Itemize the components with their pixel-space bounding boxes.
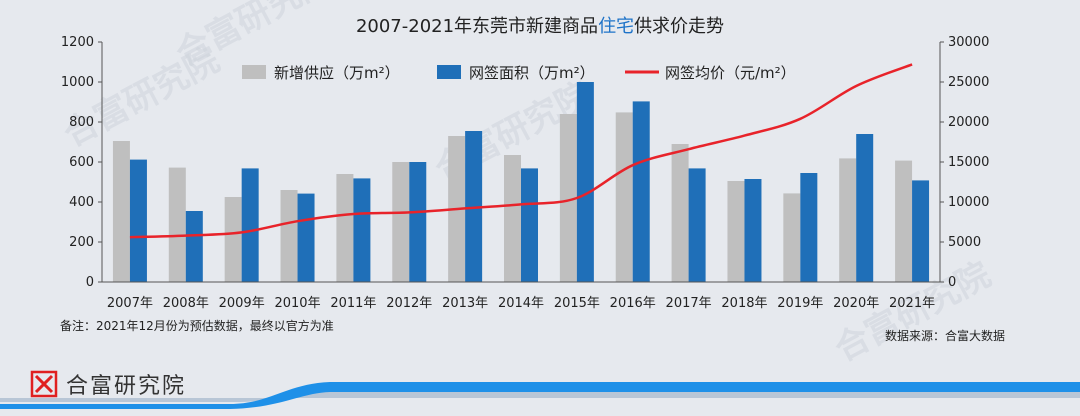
- x-tick-label: 2018年: [721, 296, 767, 311]
- legend-swatch: [242, 65, 266, 79]
- bar-supply: [783, 193, 801, 282]
- bar-supply: [392, 162, 410, 282]
- left-tick-label: 0: [86, 275, 94, 290]
- bar-supply: [671, 144, 689, 282]
- left-tick-label: 800: [69, 115, 94, 130]
- bar-signed-area: [353, 178, 371, 282]
- x-tick-label: 2007年: [107, 296, 153, 311]
- bars: [112, 82, 930, 283]
- x-tick-label: 2010年: [274, 296, 320, 311]
- bar-signed-area: [241, 168, 259, 282]
- bar-supply: [168, 167, 186, 282]
- bar-signed-area: [129, 159, 147, 282]
- left-axis: 0 200 400 600 800 1000 1200: [61, 35, 103, 290]
- left-tick-label: 400: [69, 195, 94, 210]
- x-tick-label: 2011年: [330, 296, 376, 311]
- bar-signed-area: [576, 82, 594, 282]
- x-tick-label: 2020年: [833, 296, 879, 311]
- x-tick-label: 2017年: [666, 296, 712, 311]
- bar-supply: [839, 158, 857, 282]
- right-tick-label: 15000: [948, 155, 989, 170]
- title-suffix: 供求价走势: [634, 16, 724, 37]
- x-tick-label: 2019年: [777, 296, 823, 311]
- watermark: 合富研究院: [57, 40, 226, 155]
- title-prefix: 2007-2021年东莞市新建商品: [356, 16, 598, 37]
- left-tick-label: 600: [69, 155, 94, 170]
- bar-supply: [336, 174, 354, 282]
- right-tick-label: 25000: [948, 75, 989, 90]
- source-note: 数据来源：合富大数据: [885, 328, 1005, 343]
- chart-title: 2007-2021年东莞市新建商品住宅供求价走势: [356, 16, 724, 37]
- legend-label: 网签面积（万m²）: [469, 64, 595, 82]
- bar-signed-area: [744, 179, 762, 282]
- bar-supply: [504, 155, 521, 282]
- bar-signed-area: [185, 211, 203, 282]
- bar-signed-area: [465, 131, 483, 282]
- bar-supply: [895, 160, 913, 282]
- bar-signed-area: [912, 180, 930, 282]
- bar-supply: [615, 112, 633, 283]
- bar-signed-area: [297, 193, 315, 282]
- bar-supply: [112, 141, 130, 282]
- bar-supply: [559, 114, 577, 282]
- bar-supply: [224, 197, 242, 282]
- left-tick-label: 1000: [61, 75, 94, 90]
- right-tick-label: 0: [948, 275, 956, 290]
- bar-signed-area: [409, 162, 427, 282]
- right-tick-label: 30000: [948, 35, 989, 50]
- x-tick-label: 2013年: [442, 296, 488, 311]
- legend-label: 网签均价（元/m²）: [665, 64, 796, 82]
- x-tick-label: 2015年: [554, 296, 600, 311]
- x-tick-label: 2008年: [163, 296, 209, 311]
- right-tick-label: 10000: [948, 195, 989, 210]
- right-tick-label: 5000: [948, 235, 981, 250]
- brand-wave: [0, 382, 1080, 409]
- bar-supply: [280, 190, 298, 282]
- x-tick-label: 2009年: [219, 296, 265, 311]
- x-tick-label: 2021年: [889, 296, 935, 311]
- bar-signed-area: [632, 101, 650, 283]
- x-tick-label: 2012年: [386, 296, 432, 311]
- brand-name: 合富研究院: [66, 374, 186, 399]
- legend-label: 新增供应（万m²）: [274, 64, 400, 82]
- x-axis: 2007年 2008年 2009年 2010年 2011年 2012年 2013年 2014年…: [102, 281, 940, 311]
- price-line: [129, 63, 913, 239]
- x-tick-label: 2014年: [498, 296, 544, 311]
- bar-signed-area: [521, 168, 538, 282]
- logo-icon: [30, 370, 58, 398]
- footnote: 备注：2021年12月份为预估数据，最终以官方为准: [60, 318, 334, 333]
- legend-swatch: [437, 65, 461, 79]
- legend: 新增供应（万m²） 网签面积（万m²） 网签均价（元/m²）: [242, 64, 796, 82]
- brand-band: 合富研究院: [0, 370, 1080, 409]
- right-tick-label: 20000: [948, 115, 989, 130]
- x-tick-label: 2016年: [610, 296, 656, 311]
- left-tick-label: 1200: [61, 35, 94, 50]
- title-highlight: 住宅: [598, 16, 634, 37]
- right-axis: 0 5000 10000 15000 20000 25000 30000: [939, 35, 989, 290]
- bar-supply: [727, 181, 745, 282]
- bar-signed-area: [688, 168, 706, 282]
- bar-signed-area: [856, 134, 874, 282]
- bar-signed-area: [800, 173, 818, 282]
- left-tick-label: 200: [69, 235, 94, 250]
